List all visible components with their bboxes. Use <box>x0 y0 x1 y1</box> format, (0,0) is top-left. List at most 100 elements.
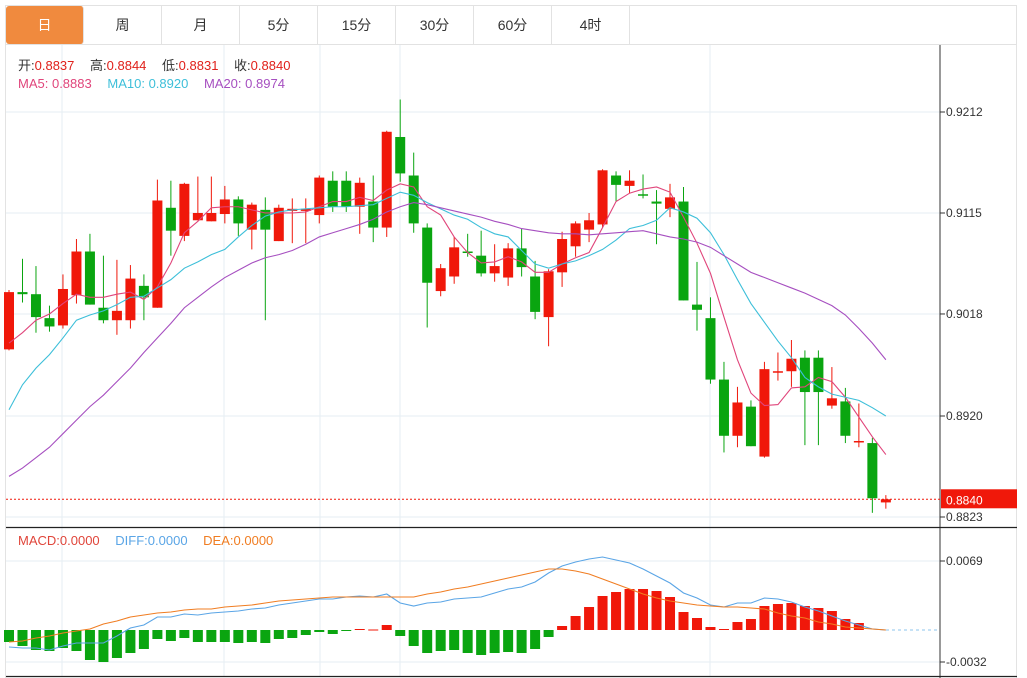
open-label: 开: <box>18 58 35 73</box>
period-tabs: 日 周 月 5分 15分 30分 60分 4时 <box>5 5 1017 45</box>
macd-bar <box>462 630 473 653</box>
tab-day[interactable]: 日 <box>6 6 84 44</box>
candle-body <box>678 201 689 301</box>
candle <box>624 170 635 194</box>
price-tick-label: 0.9212 <box>946 105 983 119</box>
candle-body <box>30 294 41 318</box>
candle <box>219 185 230 224</box>
candle <box>314 175 325 224</box>
macd-bar <box>557 626 568 630</box>
close-label: 收: <box>234 58 251 73</box>
candle <box>300 198 311 244</box>
macd-bar <box>206 630 217 642</box>
macd-bar <box>422 630 433 653</box>
macd-bar <box>111 630 122 658</box>
candle <box>287 198 298 244</box>
candle <box>489 244 500 282</box>
candle-body <box>489 266 500 274</box>
candle-body <box>530 276 541 312</box>
candle-body <box>732 402 743 436</box>
candle <box>853 403 864 448</box>
tab-30min[interactable]: 30分 <box>396 6 474 44</box>
macd-bar <box>17 630 28 646</box>
candle <box>813 350 824 446</box>
candle-body <box>826 398 837 406</box>
tab-4hour[interactable]: 4时 <box>552 6 630 44</box>
macd-bar <box>584 607 595 630</box>
macd-bar <box>84 630 95 660</box>
candle-body <box>165 207 176 231</box>
candle <box>57 274 68 329</box>
candle <box>691 261 702 331</box>
macd-bar <box>57 630 68 648</box>
macd-bar <box>408 630 419 646</box>
macd-bar <box>476 630 487 655</box>
candle <box>449 236 460 284</box>
tab-15min[interactable]: 15分 <box>318 6 396 44</box>
tab-5min[interactable]: 5分 <box>240 6 318 44</box>
candle-body <box>381 131 392 228</box>
candle <box>705 297 716 384</box>
candle-body <box>772 371 783 373</box>
candle <box>570 221 581 257</box>
candle <box>597 169 608 228</box>
macd-bar <box>98 630 109 662</box>
macd-tick-label: 0.0069 <box>946 554 983 568</box>
candle-body <box>449 247 460 277</box>
macd-bar <box>759 606 770 630</box>
candle <box>435 264 446 297</box>
candle <box>206 176 217 222</box>
candle-body <box>98 307 109 321</box>
candle <box>759 361 770 458</box>
diff-label: DIFF: <box>115 533 148 548</box>
ohlc-legend: 开:0.8837 高:0.8844 低:0.8831 收:0.8840 <box>18 55 290 74</box>
candle-body <box>84 251 95 305</box>
candle <box>44 305 55 332</box>
candle-body <box>246 204 257 230</box>
tab-month[interactable]: 月 <box>162 6 240 44</box>
candle-body <box>354 182 365 207</box>
macd-bar <box>71 630 82 651</box>
macd-bar <box>503 630 514 652</box>
price-tick-label: 0.9018 <box>946 307 983 321</box>
macd-bar <box>624 589 635 630</box>
candle-body <box>408 175 419 224</box>
candle <box>503 243 514 286</box>
candle-body <box>786 358 797 372</box>
candle-body <box>138 285 149 298</box>
low-value: 0.8831 <box>178 58 219 73</box>
macd-legend: MACD:0.0000 DIFF:0.0000 DEA:0.0000 <box>18 533 273 548</box>
candle-body <box>273 207 284 242</box>
candle <box>341 171 352 212</box>
candle <box>30 266 41 333</box>
macd-bar <box>840 619 851 630</box>
macd-bar <box>543 630 554 637</box>
macd-bar <box>745 619 756 630</box>
macd-bar <box>314 630 325 632</box>
candle-body <box>17 292 28 295</box>
candle-body <box>4 292 14 350</box>
candle-body <box>192 212 203 221</box>
candle-body <box>584 220 595 230</box>
candle <box>395 99 406 182</box>
ma20-label: MA20: <box>203 76 242 91</box>
tab-60min[interactable]: 60分 <box>474 6 552 44</box>
candle-body <box>435 268 446 292</box>
candle <box>233 196 244 236</box>
ma5-label: MA5: <box>18 76 49 91</box>
macd-bar <box>705 627 716 630</box>
macd-bar <box>395 630 406 636</box>
candle <box>476 230 487 277</box>
tab-week[interactable]: 周 <box>84 6 162 44</box>
current-price-label: 0.8840 <box>946 493 983 507</box>
candle <box>368 175 379 243</box>
candle <box>4 290 14 351</box>
candle-body <box>691 304 702 310</box>
macd-bar <box>341 630 352 631</box>
ma-legend: MA5: 0.8883 MA10: 0.8920 MA20: 0.8974 <box>18 76 285 91</box>
candle-body <box>111 310 122 321</box>
macd-bar <box>152 630 163 639</box>
candle-body <box>422 227 433 283</box>
macd-bar <box>638 589 649 630</box>
